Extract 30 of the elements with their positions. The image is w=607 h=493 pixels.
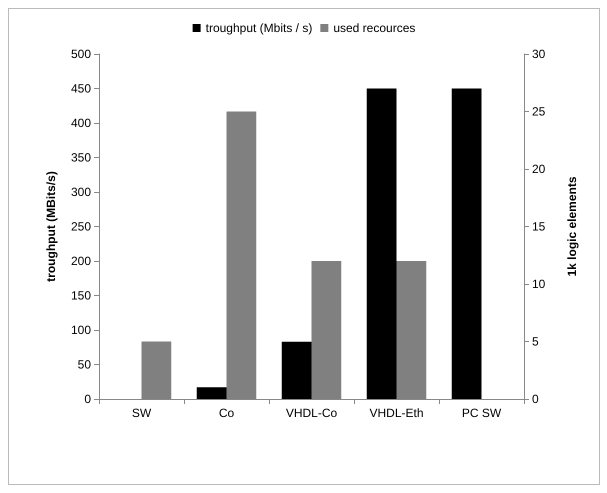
legend-label: troughput (Mbits / s) (206, 21, 312, 35)
x-tick-label: VHDL-Eth (369, 406, 424, 420)
y-tick-label: 0 (84, 392, 92, 406)
y-tick-label: 250 (70, 220, 92, 234)
y-tick-label: 150 (70, 288, 92, 302)
y-tick-label: 350 (70, 150, 92, 164)
y2-tick-label: 15 (532, 220, 546, 234)
y-axis-title: troughput (MBits/s) (44, 171, 58, 282)
y2-axis-title: 1k logic elements (565, 176, 579, 277)
y-tick-label: 500 (70, 47, 92, 61)
y-tick-label: 50 (78, 358, 92, 372)
y2-tick-label: 25 (532, 104, 546, 118)
y2-tick-label: 5 (532, 334, 539, 348)
y2-tick-label: 10 (532, 277, 546, 291)
y2-tick-label: 20 (532, 162, 546, 176)
x-tick-label: PC SW (462, 406, 502, 420)
y-tick-label: 200 (70, 254, 92, 268)
x-tick-label: VHDL-Co (286, 406, 338, 420)
y2-tick-label: 0 (532, 392, 539, 406)
x-tick-label: SW (132, 406, 152, 420)
y-tick-label: 400 (70, 116, 92, 130)
legend-label: used recources (333, 21, 416, 35)
y-tick-label: 450 (70, 82, 92, 96)
y2-tick-label: 30 (532, 47, 546, 61)
bar (452, 88, 482, 399)
bar (366, 88, 396, 399)
x-tick-label: Co (218, 406, 234, 420)
y-tick-label: 100 (70, 323, 92, 337)
y-tick-label: 300 (70, 185, 92, 199)
bar (196, 387, 226, 399)
